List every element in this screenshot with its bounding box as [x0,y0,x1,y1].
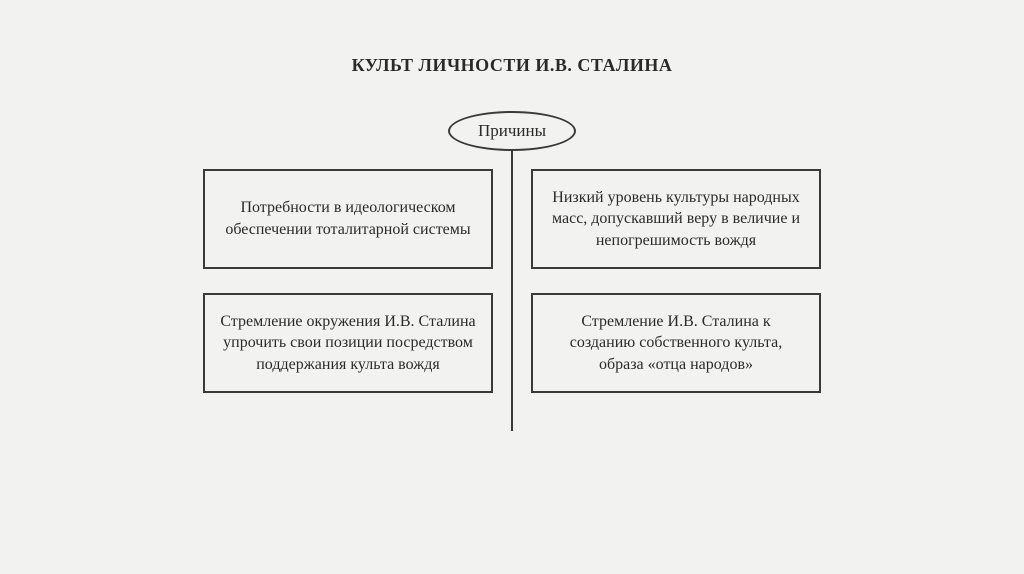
root-node: Причины [448,111,576,151]
diagram-container: КУЛЬТ ЛИЧНОСТИ И.В. СТАЛИНА Причины Потр… [0,0,1024,574]
cause-box-3: Стремление окружения И.В. Сталина упрочи… [203,293,493,393]
diagram-area: Причины Потребности в идеологическом обе… [203,111,821,393]
cause-box-2: Низкий уровень культуры народных масс, д… [531,169,821,269]
cause-box-4: Стремление И.В. Сталина к созданию собст… [531,293,821,393]
diagram-title: КУЛЬТ ЛИЧНОСТИ И.В. СТАЛИНА [352,55,673,76]
cause-box-1: Потребности в идеологическом обеспечении… [203,169,493,269]
causes-grid: Потребности в идеологическом обеспечении… [203,169,821,393]
